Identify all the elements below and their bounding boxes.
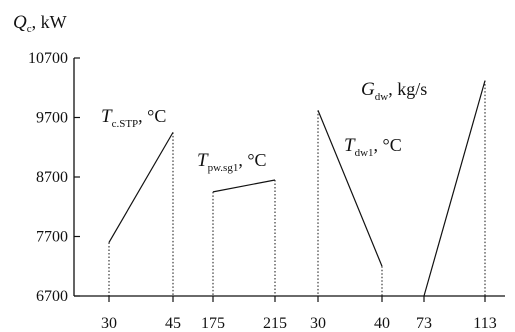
x-tick-label-1-0: 175 (201, 315, 225, 332)
y-axis-label-unit: , kW (32, 12, 67, 32)
y-axis-label-sub: c (27, 23, 32, 35)
panel-3: 73 113 Gdw, kg/s (361, 79, 497, 332)
y-tick-label-4: 10700 (28, 50, 68, 67)
svg-text:Qc, kW: Qc, kW (13, 12, 67, 35)
y-axis-label: Qc, kW (13, 12, 67, 35)
x-tick-label-0-0: 30 (101, 315, 117, 332)
panel-2: 30 40 Tdw1, °C (310, 110, 402, 332)
y-ticks: 6700 7700 8700 9700 10700 (28, 50, 80, 305)
panel-label-2: Tdw1, °C (344, 135, 402, 159)
y-tick-label-0: 6700 (36, 288, 68, 305)
panels: 30 45 Tc.STP, °C 175 215 Tpw.sg1, °C 30 40 Tdw1,… (101, 79, 497, 332)
x-tick-label-2-1: 40 (374, 315, 390, 332)
panel-1: 175 215 Tpw.sg1, °C (197, 150, 287, 332)
x-tick-label-3-1: 113 (473, 315, 496, 332)
panel-label-3: Gdw, kg/s (361, 79, 427, 103)
y-tick-label-2: 8700 (36, 169, 68, 186)
y-axis-label-var: Q (13, 12, 27, 33)
x-tick-label-0-1: 45 (165, 315, 181, 332)
x-tick-label-2-0: 30 (310, 315, 326, 332)
y-tick-label-1: 7700 (36, 229, 68, 246)
panel-label-0: Tc.STP, °C (101, 106, 166, 130)
series-line-3 (423, 80, 486, 297)
axes (73, 58, 505, 297)
x-tick-label-3-0: 73 (416, 315, 432, 332)
series-line-2 (317, 110, 383, 267)
panel-0: 30 45 Tc.STP, °C (101, 106, 181, 332)
series-line-0 (108, 132, 174, 243)
series-line-1 (212, 179, 276, 193)
x-tick-label-1-1: 215 (263, 315, 287, 332)
y-tick-label-3: 9700 (36, 110, 68, 127)
panel-label-1: Tpw.sg1, °C (197, 150, 267, 174)
